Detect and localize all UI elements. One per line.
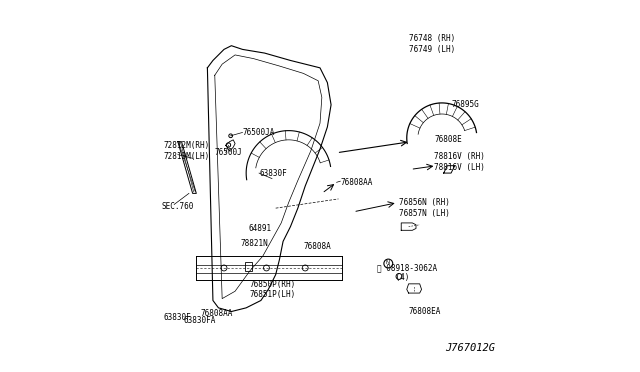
Text: 76500JA: 76500JA [243, 128, 275, 137]
Text: 63830F: 63830F [259, 169, 287, 177]
Text: 63830F: 63830F [163, 312, 191, 321]
Text: 76808E: 76808E [435, 135, 462, 144]
Text: 72812M(RH)
72813M(LH): 72812M(RH) 72813M(LH) [163, 141, 209, 161]
Text: 76808AA: 76808AA [340, 178, 372, 187]
Text: SEC.760: SEC.760 [162, 202, 195, 211]
Text: J767012G: J767012G [445, 343, 495, 353]
Text: 78816V (RH)
78816V (LH): 78816V (RH) 78816V (LH) [435, 152, 485, 172]
Text: 76895G: 76895G [451, 100, 479, 109]
Text: ⓓ 08918-3062A
    (4): ⓓ 08918-3062A (4) [377, 263, 437, 282]
Text: 76808A: 76808A [303, 243, 331, 251]
Text: 76850P(RH)
76851P(LH): 76850P(RH) 76851P(LH) [250, 280, 296, 299]
Text: 76808EA: 76808EA [408, 307, 441, 316]
Text: 76748 (RH)
76749 (LH): 76748 (RH) 76749 (LH) [408, 34, 455, 54]
Text: 76500J: 76500J [215, 148, 243, 157]
Text: N: N [385, 260, 390, 265]
Text: 64891: 64891 [248, 224, 271, 233]
Text: 78821N: 78821N [241, 239, 268, 248]
Text: 76856N (RH)
76857N (LH): 76856N (RH) 76857N (LH) [399, 198, 451, 218]
Text: 63830FA: 63830FA [184, 316, 216, 325]
Text: 76808AA: 76808AA [200, 309, 232, 318]
